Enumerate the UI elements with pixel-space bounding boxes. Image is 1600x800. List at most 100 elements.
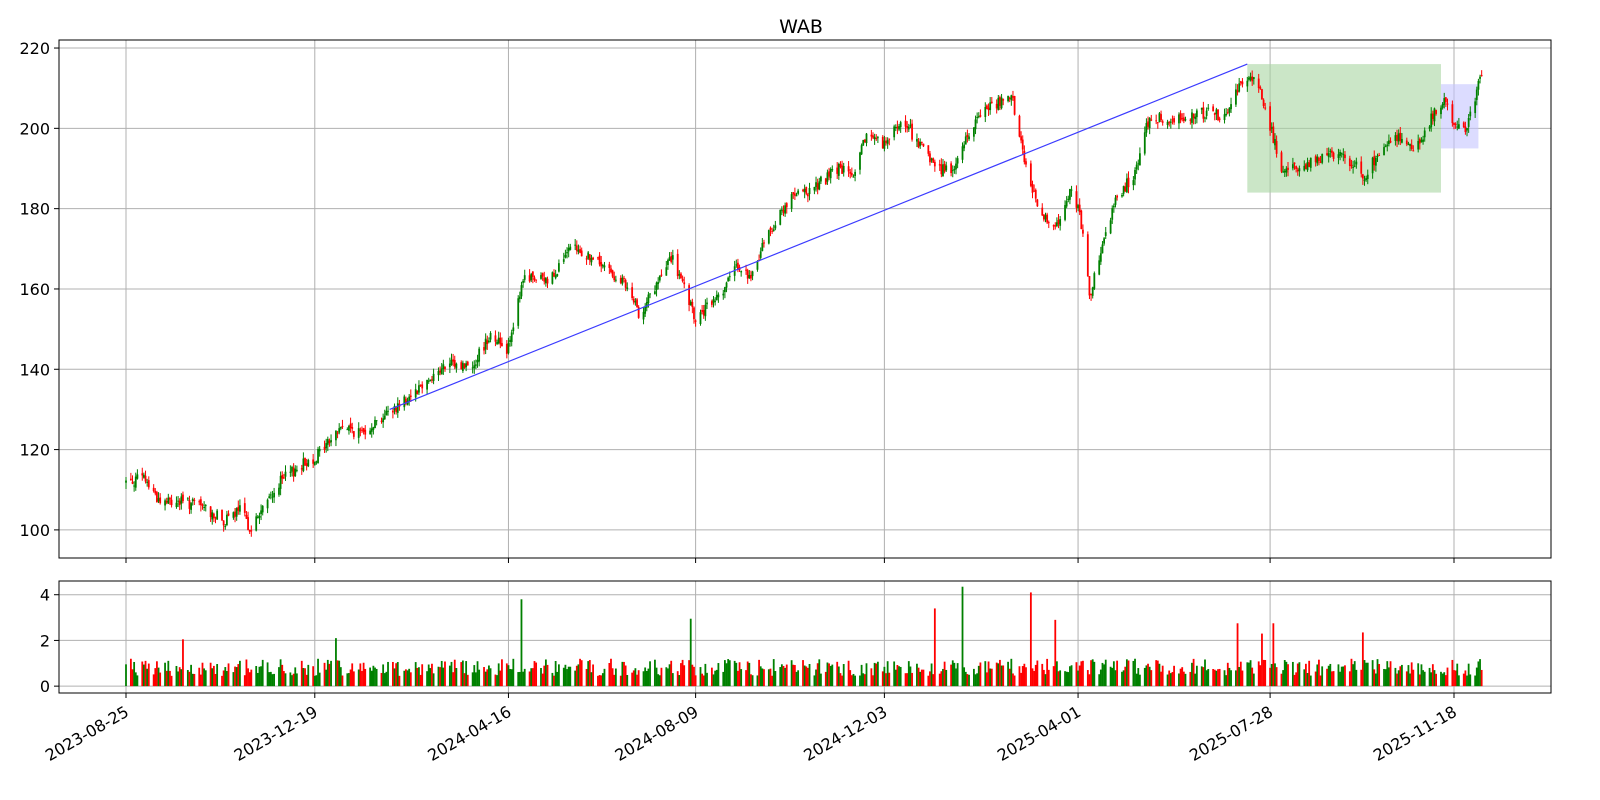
candle-body <box>1178 114 1180 124</box>
volume-bar <box>1332 671 1335 687</box>
volume-bar <box>444 661 446 687</box>
volume-bar <box>1189 671 1192 687</box>
candle-body <box>1116 195 1119 198</box>
candle-body <box>862 139 865 146</box>
volume-bar <box>450 661 453 687</box>
candle-body <box>204 505 207 507</box>
volume-bar <box>497 663 500 687</box>
candle-body <box>626 287 629 290</box>
candle-body <box>380 420 383 422</box>
candle-body <box>1469 111 1472 117</box>
volume-bar <box>1428 667 1431 687</box>
volume-bar <box>281 664 284 687</box>
candle-body <box>1456 126 1459 128</box>
candle-body <box>278 487 280 495</box>
volume-bar <box>352 671 355 687</box>
volume-bar <box>759 666 762 687</box>
candle-body <box>1269 106 1271 131</box>
candle-body <box>375 420 378 422</box>
volume-bar <box>683 665 686 687</box>
volume-bar <box>1352 664 1354 687</box>
candle-body <box>979 115 982 117</box>
candle-body <box>1287 167 1289 170</box>
candle-body <box>1111 208 1114 220</box>
volume-bar <box>1166 674 1169 687</box>
volume-bar <box>676 671 679 687</box>
volume-bar <box>973 668 975 687</box>
volume-bar <box>769 668 772 687</box>
candle-body <box>1042 214 1045 220</box>
volume-bar <box>1036 660 1039 687</box>
candle-body <box>1355 161 1358 165</box>
candle-body <box>647 294 650 304</box>
volume-bar <box>1112 661 1115 687</box>
candle-body <box>693 307 695 320</box>
volume-bar <box>580 660 583 687</box>
volume-bar <box>558 664 560 687</box>
candle-body <box>852 176 855 178</box>
volume-y-tick-label: 4 <box>40 586 50 605</box>
volume-bar <box>608 663 611 687</box>
volume-bar <box>1249 660 1252 687</box>
volume-bar <box>164 662 166 687</box>
volume-bar <box>1182 671 1185 687</box>
candle-body <box>357 428 360 438</box>
volume-bar <box>258 666 261 687</box>
candle-body <box>224 526 227 528</box>
volume-bar <box>453 659 456 687</box>
volume-bar <box>990 668 993 687</box>
candle-body <box>1329 150 1332 152</box>
candle-body <box>873 136 876 140</box>
volume-y-tick-label: 2 <box>40 631 50 650</box>
volume-bar <box>1469 674 1472 687</box>
candle-body <box>175 502 178 508</box>
volume-bar <box>131 669 134 687</box>
candle-body <box>621 277 624 284</box>
price-candles <box>125 70 1483 537</box>
volume-bar <box>1280 673 1283 687</box>
candle-body <box>746 270 749 279</box>
candle-body <box>968 136 970 140</box>
volume-bar <box>182 639 184 687</box>
candle-body <box>837 163 840 176</box>
candle-body <box>471 367 474 369</box>
volume-bar <box>758 659 760 687</box>
candle-body <box>432 373 435 381</box>
candle-body <box>831 169 834 171</box>
candle-body <box>701 309 704 312</box>
candle-body <box>715 294 718 301</box>
candle-body <box>790 194 793 209</box>
volume-bar <box>1148 666 1151 687</box>
candle-body <box>888 138 891 140</box>
candle-body <box>248 529 251 532</box>
volume-bar <box>440 660 443 687</box>
candle-body <box>1213 113 1216 115</box>
candle-body <box>558 263 560 272</box>
volume-bar <box>894 669 897 687</box>
candle-body <box>1137 163 1140 165</box>
volume-bar <box>325 669 328 687</box>
candle-body <box>655 282 658 291</box>
volume-bar <box>247 668 249 687</box>
candle-body <box>1441 103 1444 108</box>
volume-bar <box>748 662 751 687</box>
volume-bar <box>125 664 127 687</box>
volume-bar <box>486 669 489 687</box>
candle-body <box>154 490 157 494</box>
volume-bar <box>1067 672 1070 687</box>
candle-body <box>841 165 843 174</box>
volume-bar <box>1204 659 1206 687</box>
volume-bar <box>881 671 884 687</box>
volume-bar <box>986 672 988 687</box>
volume-bar <box>790 660 793 687</box>
volume-bar <box>1173 665 1175 687</box>
candle-body <box>1077 205 1079 209</box>
volume-bar <box>963 667 966 687</box>
volume-bar <box>964 671 967 687</box>
candle-body <box>1344 154 1346 159</box>
candle-body <box>699 312 702 324</box>
volume-bar <box>235 667 238 687</box>
candle-body <box>956 158 959 164</box>
candle-body <box>556 273 559 277</box>
candle-body <box>501 343 503 347</box>
